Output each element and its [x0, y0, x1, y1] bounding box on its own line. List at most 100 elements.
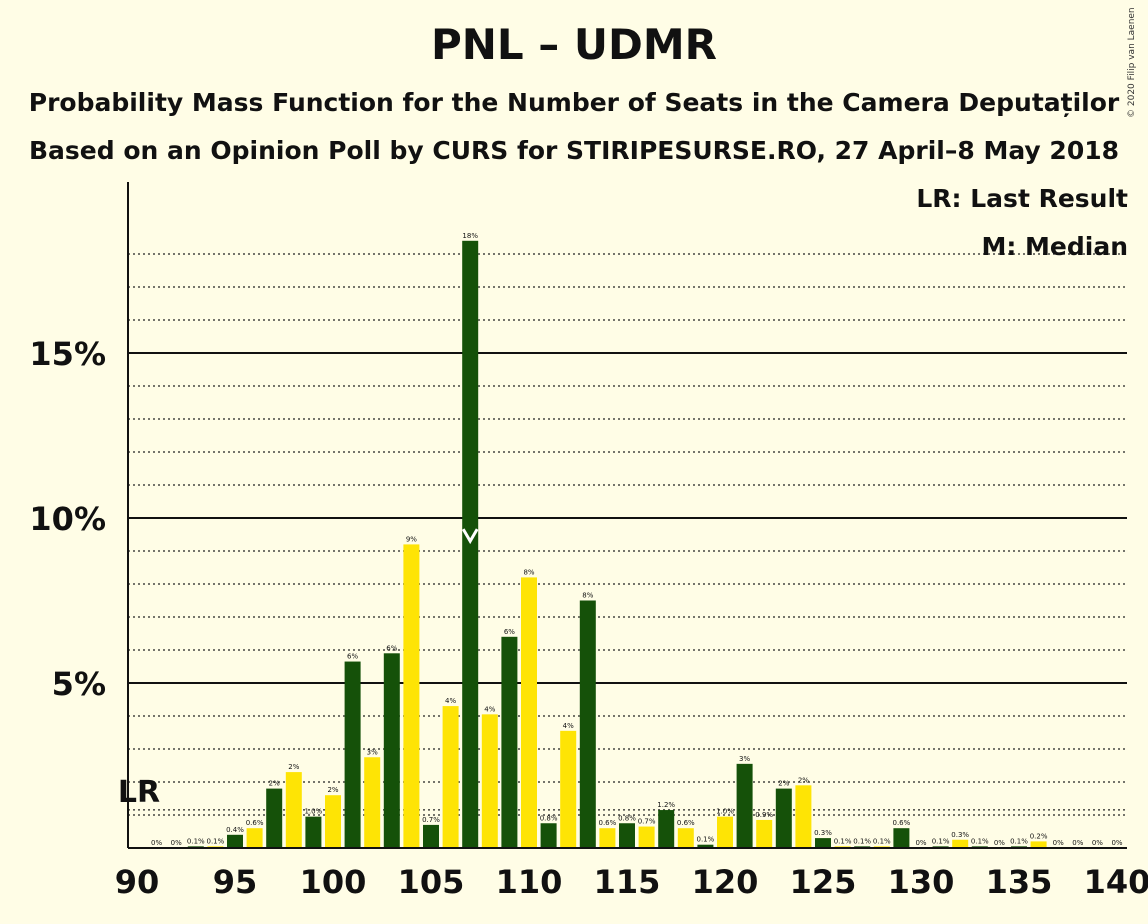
- bar: [560, 730, 577, 848]
- bar: [893, 828, 910, 848]
- x-tick-label: 115: [594, 863, 661, 901]
- x-tick-label: 125: [790, 863, 857, 901]
- bar: [638, 826, 655, 848]
- bar: [481, 714, 498, 848]
- bar-value-label: 0%: [1072, 839, 1083, 847]
- x-tick-label: 90: [115, 863, 160, 901]
- x-tick-label: 140: [1084, 863, 1148, 901]
- bar-value-label: 0.1%: [187, 837, 205, 845]
- bar: [540, 823, 557, 848]
- bar-value-label: 0.7%: [422, 816, 440, 824]
- bar: [266, 788, 283, 848]
- axes: [127, 182, 1127, 849]
- bar-value-label: 0%: [915, 839, 926, 847]
- bar: [736, 763, 753, 848]
- bar: [442, 706, 459, 848]
- bar: [285, 772, 302, 848]
- bar-value-label: 0%: [1092, 839, 1103, 847]
- x-tick-label: 120: [692, 863, 759, 901]
- bar-value-label: 0.8%: [618, 814, 636, 822]
- bar-value-label: 0.6%: [893, 819, 911, 827]
- tick-labels: 5% 10% 15% LR 90 95 100 105 110 115 120 125 130 135 14…: [29, 335, 1148, 901]
- bar-value-label: 8%: [582, 592, 593, 600]
- bar: [521, 577, 537, 848]
- bar-value-label: 0%: [151, 839, 162, 847]
- bar-value-label: 0.1%: [834, 837, 852, 845]
- bar-value-label: 9%: [406, 535, 417, 543]
- chart-subtitle-source: Based on an Opinion Poll by CURS for STI…: [28, 136, 1120, 165]
- bar: [677, 828, 694, 848]
- bar-value-label: 0.1%: [207, 837, 225, 845]
- chart-subtitle: Probability Mass Function for the Number…: [28, 88, 1120, 117]
- bar-value-label: 6%: [347, 653, 358, 661]
- bar: [795, 785, 812, 848]
- bar: [383, 653, 400, 848]
- bar-value-label: 2%: [327, 786, 338, 794]
- bar: [325, 795, 341, 848]
- x-tick-label: 95: [213, 863, 258, 901]
- bar-series: 0% 0% 0.1% 0.1%0.4%0.6%2%2%1.0%2%6%3%6%9%0.…: [151, 232, 1123, 849]
- bar-value-label: 0%: [994, 839, 1005, 847]
- bar-value-label: 1.2%: [657, 801, 675, 809]
- y-tick-label: 5%: [52, 665, 106, 703]
- bar: [579, 600, 596, 848]
- bar-value-label: 0.1%: [697, 836, 715, 844]
- y-tick-label: 10%: [29, 500, 106, 538]
- bar-value-label: 6%: [504, 628, 515, 636]
- bar-value-label: 4%: [563, 722, 574, 730]
- bar-value-label: 2%: [798, 776, 809, 784]
- bar-value-label: 0.6%: [599, 819, 617, 827]
- bar-value-label: 0.2%: [1030, 832, 1048, 840]
- bar-value-label: 0.1%: [853, 837, 871, 845]
- bar-value-label: 1.0%: [305, 808, 323, 816]
- bar: [599, 828, 616, 848]
- bar-value-label: 18%: [462, 232, 478, 240]
- bar: [344, 661, 361, 848]
- bar-value-label: 0.4%: [226, 826, 244, 834]
- bar-value-label: 3%: [739, 755, 750, 763]
- bar-value-label: 0.1%: [971, 837, 989, 845]
- chart-title: PNL – UDMR: [430, 20, 718, 69]
- bar-value-label: 0.1%: [873, 837, 891, 845]
- bar: [246, 828, 263, 848]
- bar-value-label: 0%: [1053, 839, 1064, 847]
- last-result-label: LR: [118, 775, 160, 810]
- bar-value-label: 2%: [269, 780, 280, 788]
- bar: [717, 816, 733, 848]
- gridlines: [128, 253, 1127, 816]
- bar: [658, 810, 675, 848]
- legend-last-result: LR: Last Result: [916, 184, 1128, 213]
- bar: [423, 824, 439, 848]
- bar-value-label: 0.9%: [755, 811, 773, 819]
- bar-value-label: 0.8%: [540, 814, 558, 822]
- bar-value-label: 0.6%: [246, 819, 264, 827]
- y-tick-label: 15%: [29, 335, 106, 373]
- bar-value-label: 0.1%: [932, 837, 950, 845]
- bar: [462, 240, 479, 849]
- bar: [775, 788, 792, 848]
- legend-median: M: Median: [981, 232, 1128, 261]
- x-tick-label: 110: [496, 863, 563, 901]
- bar: [364, 757, 381, 848]
- bar: [305, 816, 322, 848]
- x-tick-label: 100: [300, 863, 367, 901]
- bar: [1030, 841, 1047, 848]
- bar-value-label: 6%: [386, 644, 397, 652]
- bar: [403, 544, 420, 848]
- bar-value-label: 4%: [445, 697, 456, 705]
- bar-value-label: 1.0%: [716, 808, 734, 816]
- bar: [619, 823, 635, 848]
- median-marker: [461, 528, 479, 545]
- bar-value-label: 0.3%: [814, 829, 832, 837]
- bar: [952, 839, 969, 848]
- x-tick-label: 135: [986, 863, 1053, 901]
- bar-value-label: 0.1%: [1010, 837, 1028, 845]
- bar-value-label: 0%: [1111, 839, 1122, 847]
- x-tick-label: 130: [888, 863, 955, 901]
- bar-value-label: 4%: [484, 705, 495, 713]
- bar-value-label: 0.7%: [638, 818, 656, 826]
- bar-value-label: 2%: [288, 763, 299, 771]
- bar: [501, 636, 518, 848]
- x-tick-label: 105: [398, 863, 465, 901]
